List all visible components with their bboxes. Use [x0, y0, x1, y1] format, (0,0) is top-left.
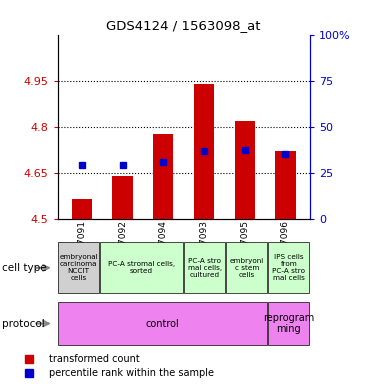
Text: embryonal
carcinoma
NCCIT
cells: embryonal carcinoma NCCIT cells	[59, 254, 98, 281]
Bar	[226, 242, 267, 293]
Text: embryoni
c stem
cells: embryoni c stem cells	[230, 258, 264, 278]
Bar	[72, 199, 92, 219]
Bar	[58, 242, 99, 293]
Bar	[234, 121, 255, 219]
Text: PC-A stromal cells,
sorted: PC-A stromal cells, sorted	[108, 262, 175, 274]
Text: control: control	[146, 318, 180, 329]
Text: cell type: cell type	[2, 263, 46, 273]
Bar	[58, 302, 267, 345]
Bar	[112, 176, 133, 219]
Bar	[268, 242, 309, 293]
Bar	[100, 242, 183, 293]
Bar	[275, 151, 296, 219]
Text: protocol: protocol	[2, 318, 45, 329]
Title: GDS4124 / 1563098_at: GDS4124 / 1563098_at	[106, 19, 261, 32]
Text: reprogram
ming: reprogram ming	[263, 313, 314, 334]
Text: IPS cells
from
PC-A stro
mal cells: IPS cells from PC-A stro mal cells	[272, 254, 305, 281]
Text: transformed count: transformed count	[49, 354, 139, 364]
Bar	[184, 242, 225, 293]
Text: percentile rank within the sample: percentile rank within the sample	[49, 368, 214, 378]
Bar	[194, 84, 214, 219]
Text: PC-A stro
mal cells,
cultured: PC-A stro mal cells, cultured	[188, 258, 222, 278]
Bar	[268, 302, 309, 345]
Bar	[153, 134, 174, 219]
